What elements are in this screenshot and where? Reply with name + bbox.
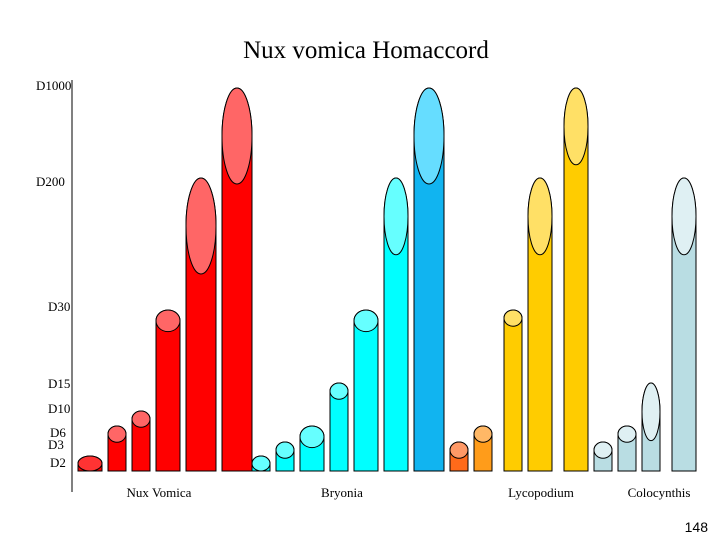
bar-colocynthis-d6 bbox=[617, 425, 637, 472]
y-tick-label-d1000: D1000 bbox=[36, 78, 71, 93]
group-label-lycopodium: Lycopodium bbox=[508, 485, 574, 500]
bar-lycopodium-d3 bbox=[449, 441, 469, 472]
bar-nux-vomica-d2 bbox=[77, 455, 103, 472]
bar-colocynthis-d15 bbox=[641, 382, 661, 472]
bar-nux-vomica-d200 bbox=[185, 177, 217, 472]
bar-bryonia-d15 bbox=[329, 382, 349, 472]
bar-bryonia-d30 bbox=[353, 309, 379, 472]
chart-title: Nux vomica Homaccord bbox=[243, 37, 489, 64]
bar-lycopodium-d1000 bbox=[563, 87, 589, 472]
page-number: 148 bbox=[685, 519, 709, 535]
bar-lycopodium-d6 bbox=[473, 425, 493, 472]
y-tick-label-d6: D6 bbox=[50, 425, 66, 440]
bar-lycopodium-d200 bbox=[527, 177, 553, 472]
y-tick-label-d2: D2 bbox=[50, 455, 66, 470]
group-label-bryonia: Bryonia bbox=[321, 485, 363, 500]
group-label-colocynthis: Colocynthis bbox=[628, 485, 691, 500]
bar-nux-vomica-d6 bbox=[107, 425, 127, 472]
y-tick-label-d15: D15 bbox=[48, 376, 70, 391]
bar-bryonia-d6 bbox=[299, 425, 325, 472]
bar-nux-vomica-d30 bbox=[155, 309, 181, 472]
group-label-nux-vomica: Nux Vomica bbox=[127, 485, 192, 500]
y-tick-label-d200: D200 bbox=[36, 174, 65, 189]
y-tick-label-d30: D30 bbox=[48, 299, 70, 314]
bars bbox=[77, 87, 697, 472]
bar-nux-vomica-d1000 bbox=[221, 87, 253, 472]
group-labels: Nux Vomica Bryonia Lycopodium Colocynthis bbox=[127, 485, 691, 500]
bar-lycopodium-d30 bbox=[503, 309, 523, 472]
bar-nux-vomica-d10 bbox=[131, 410, 151, 472]
bar-colocynthis-d3 bbox=[593, 441, 613, 472]
y-tick-label-d3: D3 bbox=[48, 437, 64, 452]
bar-bryonia-d1000 bbox=[413, 87, 445, 472]
bar-bryonia-d3 bbox=[275, 441, 295, 472]
y-tick-label-d10: D10 bbox=[48, 401, 70, 416]
bar-bryonia-d2 bbox=[251, 455, 271, 472]
bar-bryonia-d200 bbox=[383, 177, 409, 472]
bar-colocynthis-d200 bbox=[671, 177, 697, 472]
